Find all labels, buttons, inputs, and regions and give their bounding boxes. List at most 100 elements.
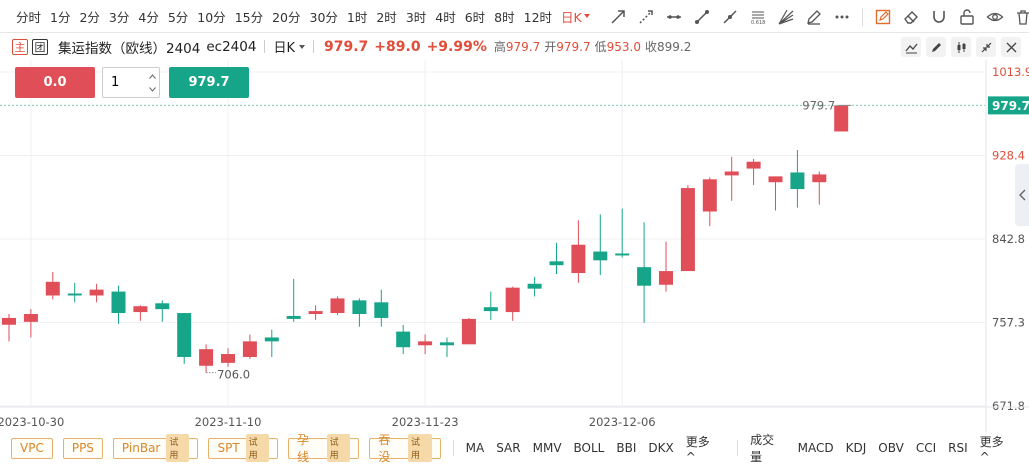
- ray-arrow-icon[interactable]: [604, 0, 632, 33]
- main-indicator-boll[interactable]: BOLL: [573, 441, 605, 455]
- period-16[interactable]: 12时: [520, 0, 557, 32]
- premium-indicator-vpc[interactable]: VPC: [11, 437, 53, 459]
- premium-indicator-孕线[interactable]: 孕线 试用: [288, 433, 360, 464]
- y-tick-label: 757.3: [992, 316, 1025, 330]
- period-label: 3时: [405, 9, 427, 25]
- sub-indicator-0[interactable]: 成交量: [750, 433, 775, 464]
- sub-indicator-3[interactable]: OBV: [878, 441, 904, 455]
- symbol-name[interactable]: 集运指数（欧线）2404: [58, 40, 201, 57]
- horizontal-line-icon[interactable]: [660, 0, 688, 33]
- premium-indicator-spt[interactable]: SPT 试用: [208, 434, 279, 462]
- main-indicator-ma[interactable]: MA: [465, 441, 485, 455]
- symbol-code: ec2404: [206, 38, 257, 55]
- premium-indicator-pps[interactable]: PPS: [62, 437, 103, 459]
- line-icon[interactable]: [716, 0, 744, 33]
- eye-icon[interactable]: [981, 0, 1009, 33]
- period-5[interactable]: 5分: [164, 0, 193, 32]
- candle-body: [133, 306, 148, 313]
- collapse-icon[interactable]: [976, 37, 996, 57]
- eraser-icon[interactable]: [897, 0, 925, 33]
- period-7[interactable]: 15分: [231, 0, 268, 32]
- period-toolbar: 分时 1分 2分 3分 4分 5分 10分 15分 20分 30分 1时 2时 3时 4时 6时 8时 12时日…: [0, 0, 1029, 33]
- main-indicator-bbi[interactable]: BBI: [616, 441, 637, 455]
- buy-button[interactable]: 979.7: [169, 67, 249, 98]
- main-contract-badge: 主: [12, 38, 28, 55]
- period-label: 8时: [494, 9, 515, 25]
- open-value: 979.7: [556, 40, 591, 54]
- increment-icon[interactable]: [147, 70, 157, 82]
- period-label: 30分: [309, 9, 338, 25]
- quantity-input[interactable]: [103, 68, 143, 97]
- period-17[interactable]: 日K: [557, 0, 595, 32]
- trash-icon[interactable]: [1009, 0, 1029, 33]
- more-icon[interactable]: [828, 0, 856, 33]
- lock-icon[interactable]: [953, 0, 981, 33]
- period-label: 1时: [346, 9, 368, 25]
- indicator-label: PinBar: [121, 441, 161, 455]
- sub-indicator-4[interactable]: CCI: [915, 441, 937, 455]
- candle-body: [440, 342, 454, 346]
- period-1[interactable]: 1分: [46, 0, 75, 32]
- side-panel-toggle[interactable]: [1015, 164, 1029, 226]
- segment-icon[interactable]: [688, 0, 716, 33]
- candle-style-icon[interactable]: [951, 37, 971, 57]
- period-12[interactable]: 3时: [402, 0, 431, 32]
- period-8[interactable]: 20分: [268, 0, 305, 32]
- candle-body: [483, 307, 498, 312]
- close-label: 收: [645, 40, 658, 54]
- premium-indicator-pinbar[interactable]: PinBar 试用: [112, 434, 199, 462]
- main-indicator-more[interactable]: 更多 ^: [685, 434, 710, 464]
- sub-indicator-5[interactable]: RSI: [948, 441, 968, 455]
- fibonacci-icon[interactable]: 0.618: [744, 0, 772, 33]
- period-3[interactable]: 3分: [105, 0, 134, 32]
- candle-body: [790, 172, 805, 190]
- draw-edit-icon[interactable]: [869, 0, 897, 33]
- timeframe-select[interactable]: 日K: [273, 37, 305, 56]
- indicator-icon[interactable]: [901, 37, 921, 57]
- period-4[interactable]: 4分: [134, 0, 163, 32]
- main-indicator-dkx[interactable]: DKX: [648, 441, 674, 455]
- candlestick-chart[interactable]: 1013.9 928.4 842.8 757.3 671.8 2023-10-30 2023…: [0, 60, 1029, 432]
- pen-icon[interactable]: [800, 0, 828, 33]
- premium-indicator-吞没[interactable]: 吞没 试用: [369, 433, 441, 464]
- fan-icon[interactable]: [772, 0, 800, 33]
- magnet-icon[interactable]: [925, 0, 953, 33]
- period-14[interactable]: 6时: [461, 0, 490, 32]
- period-10[interactable]: 1时: [343, 0, 372, 32]
- info-divider: [264, 40, 266, 53]
- sub-indicator-1[interactable]: MACD: [797, 441, 834, 455]
- dashed-line-icon[interactable]: [632, 0, 660, 33]
- sell-button[interactable]: 0.0: [15, 67, 95, 98]
- period-11[interactable]: 2时: [372, 0, 401, 32]
- decrement-icon[interactable]: [147, 83, 157, 95]
- candle-body: [67, 293, 82, 296]
- drawing-pen-icon[interactable]: [926, 37, 946, 57]
- sub-indicator-more[interactable]: 更多 ^: [979, 434, 1004, 464]
- y-tick-label: 1013.9: [992, 65, 1029, 79]
- period-9[interactable]: 30分: [306, 0, 343, 32]
- period-13[interactable]: 4时: [431, 0, 460, 32]
- chevron-down-icon: [298, 44, 305, 49]
- symbol-info-bar: 主 团 集运指数（欧线）2404 ec2404 日K 979.7 +89.0 +…: [0, 33, 1029, 60]
- main-indicator-sar[interactable]: SAR: [496, 441, 521, 455]
- indicator-label: PPS: [71, 441, 94, 455]
- candle-body: [680, 188, 695, 272]
- close-icon[interactable]: [1001, 37, 1021, 57]
- candle-body: [330, 298, 345, 314]
- candle-body: [23, 314, 38, 322]
- sub-indicator-2[interactable]: KDJ: [845, 441, 867, 455]
- x-tick-label: 2023-11-10: [195, 415, 262, 429]
- candle-body: [659, 271, 673, 285]
- open-stat: 开979.7: [544, 38, 590, 55]
- candle-body: [527, 283, 542, 289]
- period-0[interactable]: 分时: [12, 0, 46, 32]
- candle-body: [593, 251, 608, 261]
- period-6[interactable]: 10分: [193, 0, 230, 32]
- y-tick-label: 928.4: [992, 148, 1025, 162]
- quantity-stepper: [102, 67, 160, 98]
- timeframe-label: 日K: [273, 41, 295, 56]
- period-15[interactable]: 8时: [490, 0, 519, 32]
- candle-body: [177, 313, 192, 357]
- period-2[interactable]: 2分: [75, 0, 104, 32]
- main-indicator-mmv[interactable]: MMV: [532, 441, 562, 455]
